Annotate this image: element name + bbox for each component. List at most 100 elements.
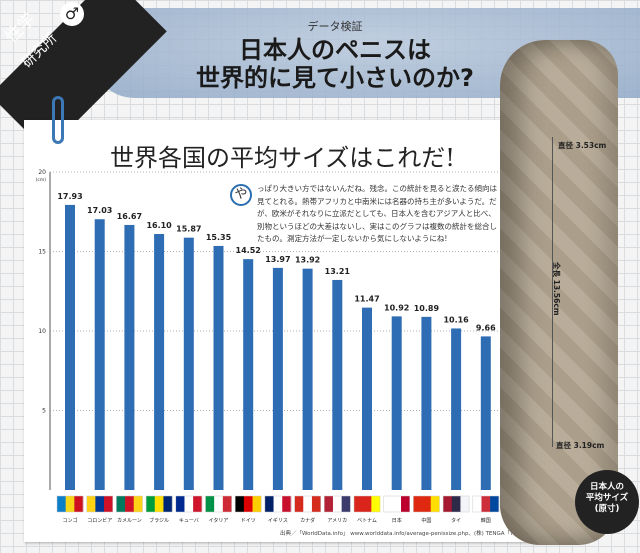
flag-15 — [472, 495, 500, 513]
flag-stripe — [362, 496, 372, 512]
flag-2 — [86, 495, 113, 513]
flag-stripe — [354, 496, 363, 512]
flag-stripe — [243, 496, 253, 512]
flag-stripe — [294, 496, 304, 512]
flag-5 — [175, 495, 203, 513]
x-tick-label: カナダ — [300, 517, 315, 524]
data-label: 13.21 — [325, 267, 351, 276]
data-label: 17.03 — [87, 206, 112, 215]
flag-stripe — [282, 496, 292, 512]
bar-4 — [154, 234, 165, 490]
flag-stripe — [413, 496, 423, 512]
data-label: 10.16 — [443, 315, 469, 324]
data-label: 9.66 — [476, 323, 496, 332]
flag-stripe — [214, 496, 224, 512]
y-tick-label: 5 — [42, 408, 46, 415]
bar-13 — [421, 316, 432, 490]
japanese-average-badge: 日本人の 平均サイズ (原寸) — [575, 470, 639, 534]
bar-12 — [391, 316, 402, 490]
data-label: 16.10 — [146, 221, 172, 230]
flag-stripe — [481, 496, 491, 512]
flag-stripe — [451, 496, 461, 512]
flag-stripe — [184, 496, 194, 512]
paperclip-icon — [52, 96, 64, 144]
flag-stripe — [175, 496, 185, 512]
flag-stripe — [235, 496, 245, 512]
flag-stripe — [311, 496, 321, 512]
flag-stripe — [95, 496, 105, 512]
flag-stripe — [125, 496, 135, 512]
flag-stripe — [104, 496, 113, 512]
flag-10 — [324, 495, 351, 513]
data-label: 10.89 — [414, 304, 440, 313]
flag-stripe — [341, 496, 351, 512]
flag-stripe — [460, 496, 470, 512]
flag-11 — [353, 495, 381, 513]
flag-stripe — [371, 496, 381, 512]
x-tick-label: イギリス — [268, 518, 288, 524]
bar-1 — [65, 204, 75, 490]
badge-line-3: (原寸) — [594, 504, 620, 514]
x-tick-label: ドイツ — [241, 518, 256, 524]
flag-stripe — [392, 496, 402, 512]
bar-6 — [213, 245, 224, 490]
bar-7 — [243, 259, 254, 490]
data-label: 15.35 — [206, 233, 232, 242]
bar-14 — [451, 328, 462, 490]
flag-stripe — [86, 496, 96, 512]
flag-9 — [294, 495, 321, 513]
y-tick-label: 10 — [38, 328, 46, 335]
bar-5 — [183, 237, 194, 490]
header-subtitle: データ検証 — [307, 20, 363, 33]
bar-11 — [362, 307, 372, 490]
badge-line-1: 日本人の — [589, 482, 624, 492]
bar-15 — [480, 336, 491, 490]
bar-10 — [332, 279, 343, 490]
length-label: 全長 13.56cm — [552, 262, 561, 316]
flag-stripe — [146, 496, 156, 512]
badge-line-2: 平均サイズ — [585, 493, 629, 503]
data-label: 14.52 — [236, 246, 261, 255]
flag-13 — [413, 495, 440, 513]
bottom-diameter-label: 直径 3.19cm — [556, 441, 605, 450]
page-title: 日本人のペニスは 世界的に見て小さいのか? — [0, 36, 640, 92]
note-text: っぱり大きい方ではないんだね。残念。この統計を見ると涙たる傾向は見てとれる。熱帯… — [257, 183, 497, 246]
flag-stripe — [273, 496, 283, 512]
flag-stripe — [401, 496, 410, 512]
flag-stripe — [443, 496, 453, 512]
data-label: 10.92 — [384, 303, 409, 312]
x-tick-label: タイ — [451, 517, 461, 524]
flag-stripe — [264, 496, 274, 512]
flag-stripe — [74, 496, 84, 512]
x-tick-label: コロンビア — [87, 517, 112, 524]
data-label: 11.47 — [354, 295, 379, 304]
magnifier-icon: や — [230, 184, 252, 206]
flag-stripe — [116, 496, 126, 512]
flag-stripe — [422, 496, 432, 512]
title-line-1: 日本人のペニスは — [239, 36, 431, 64]
flag-14 — [442, 495, 470, 513]
flag-stripe — [65, 496, 75, 512]
flag-stripe — [383, 496, 393, 512]
y-tick-label: 20 — [38, 169, 46, 176]
flag-stripe — [222, 496, 232, 512]
data-label: 13.97 — [265, 255, 290, 264]
flag-7 — [234, 495, 262, 513]
x-tick-label: アメリカ — [327, 518, 347, 524]
flag-stripe — [57, 496, 66, 512]
flag-8 — [264, 495, 292, 513]
flag-1 — [56, 495, 84, 513]
x-tick-label: コンゴ — [62, 517, 77, 524]
bar-8 — [272, 267, 283, 490]
flag-stripe — [332, 496, 342, 512]
y-tick-label: 15 — [38, 249, 46, 256]
flag-stripe — [303, 496, 313, 512]
data-label: 16.67 — [117, 212, 142, 221]
x-tick-label: 韓国 — [481, 517, 491, 524]
title-line-2: 世界的に見て小さいのか? — [196, 64, 474, 92]
data-label: 17.93 — [57, 192, 82, 201]
flag-stripe — [205, 496, 215, 512]
data-label: 15.87 — [176, 225, 201, 234]
x-tick-label: 中国 — [421, 517, 431, 524]
